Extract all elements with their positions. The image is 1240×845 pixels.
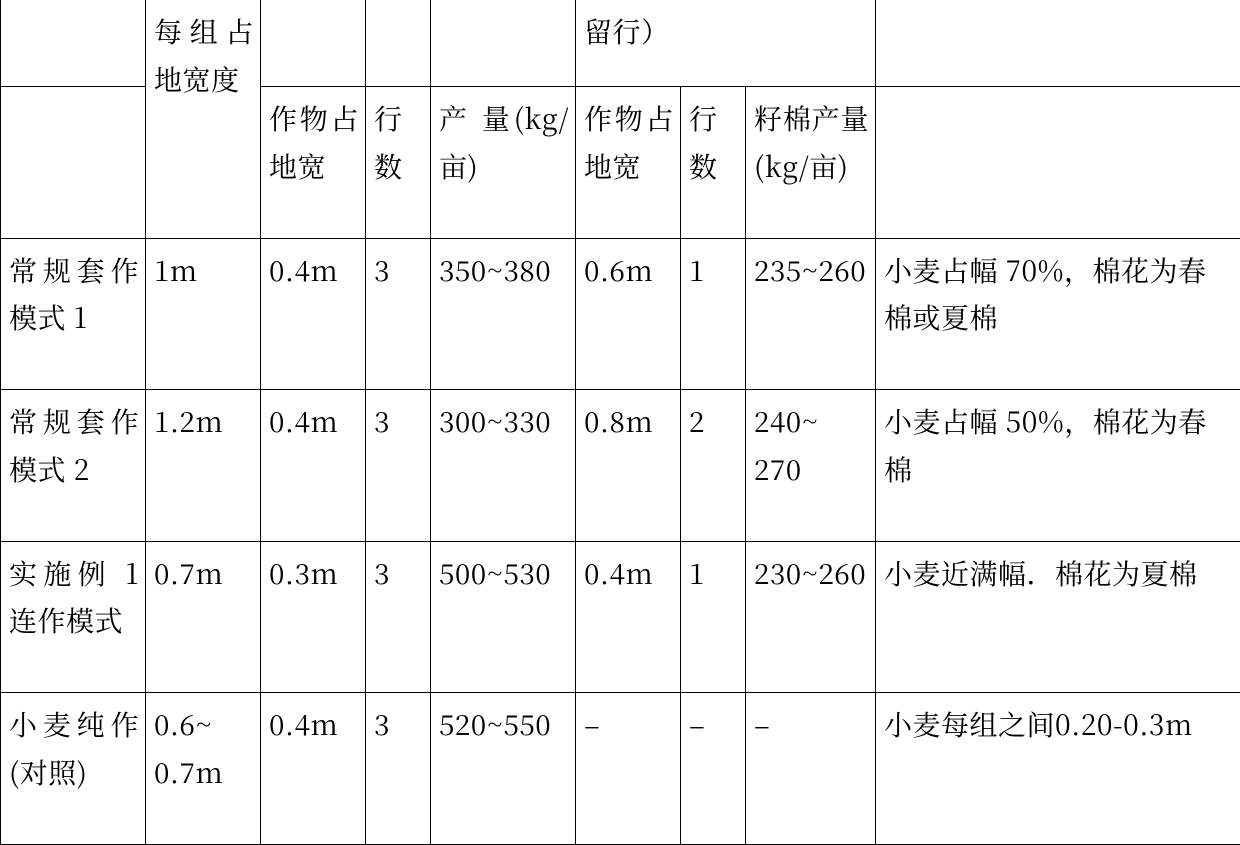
data-table: 每组占地宽度 留行） 作物占地宽 行数 产 量(kg/亩) 作物占地宽 行数 籽… [0,0,1240,845]
hdr-crop1-yield: 产 量(kg/亩) [431,87,576,239]
hdr-crop1-blank1 [261,0,366,87]
hdr-note-blank2 [876,87,1240,239]
cell-crop1-yield: 500~530 [431,541,576,693]
cell-crop1-rows: 3 [366,541,431,693]
cell-crop1-yield: 300~330 [431,390,576,542]
cell-crop1-width: 0.4m [261,238,366,390]
cell-note: 小麦每组之间0.20-0.3m [876,693,1240,845]
cell-group-width: 0.6~ 0.7m [146,693,261,845]
hdr-crop1-blank3 [431,0,576,87]
hdr-crop2-rows: 行数 [681,87,746,239]
hdr-mode-blank [1,0,146,87]
cell-crop2-rows: – [681,693,746,845]
table-row: 小麦纯作(对照) 0.6~ 0.7m 0.4m 3 520~550 – – – … [1,693,1240,845]
table-row: 常规套作模式 2 1.2m 0.4m 3 300~330 0.8m 2 240~… [1,390,1240,542]
cell-crop2-yield: – [746,693,876,845]
cell-crop2-rows: 1 [681,541,746,693]
page-container: 每组占地宽度 留行） 作物占地宽 行数 产 量(kg/亩) 作物占地宽 行数 籽… [0,0,1240,845]
table-row: 实施例 1 连作模式 0.7m 0.3m 3 500~530 0.4m 1 23… [1,541,1240,693]
cell-crop2-rows: 2 [681,390,746,542]
cell-mode: 常规套作模式 2 [1,390,146,542]
cell-crop2-yield: 230~260 [746,541,876,693]
cell-note: 小麦占幅 50%，棉花为春棉 [876,390,1240,542]
cell-note: 小麦占幅 70%，棉花为春棉或夏棉 [876,238,1240,390]
hdr-group-width: 每组占地宽度 [146,0,261,238]
hdr-note-blank [876,0,1240,87]
cell-crop1-width: 0.3m [261,541,366,693]
hdr-reserved: 留行） [576,0,876,87]
cell-crop1-rows: 3 [366,693,431,845]
cell-mode: 常规套作模式 1 [1,238,146,390]
cell-crop2-width: 0.6m [576,238,681,390]
cell-mode: 实施例 1 连作模式 [1,541,146,693]
header-row-1: 每组占地宽度 留行） [1,0,1240,87]
cell-note: 小麦近满幅．棉花为夏棉 [876,541,1240,693]
cell-crop2-width: 0.4m [576,541,681,693]
cell-crop1-width: 0.4m [261,390,366,542]
cell-group-width: 1.2m [146,390,261,542]
cell-crop2-yield: 240~ 270 [746,390,876,542]
cell-crop1-rows: 3 [366,238,431,390]
hdr-crop2-yield: 籽棉产量(kg/亩) [746,87,876,239]
cell-crop2-width: – [576,693,681,845]
cell-crop1-yield: 350~380 [431,238,576,390]
hdr-crop1-width: 作物占地宽 [261,87,366,239]
cell-crop2-width: 0.8m [576,390,681,542]
cell-group-width: 0.7m [146,541,261,693]
cell-crop1-yield: 520~550 [431,693,576,845]
cell-crop2-rows: 1 [681,238,746,390]
hdr-mode-blank2 [1,87,146,239]
hdr-crop1-blank2 [366,0,431,87]
cell-crop1-width: 0.4m [261,693,366,845]
cell-crop2-yield: 235~260 [746,238,876,390]
hdr-crop1-rows: 行数 [366,87,431,239]
table-row: 常规套作模式 1 1m 0.4m 3 350~380 0.6m 1 235~26… [1,238,1240,390]
cell-mode: 小麦纯作(对照) [1,693,146,845]
cell-group-width: 1m [146,238,261,390]
cell-crop1-rows: 3 [366,390,431,542]
hdr-crop2-width: 作物占地宽 [576,87,681,239]
